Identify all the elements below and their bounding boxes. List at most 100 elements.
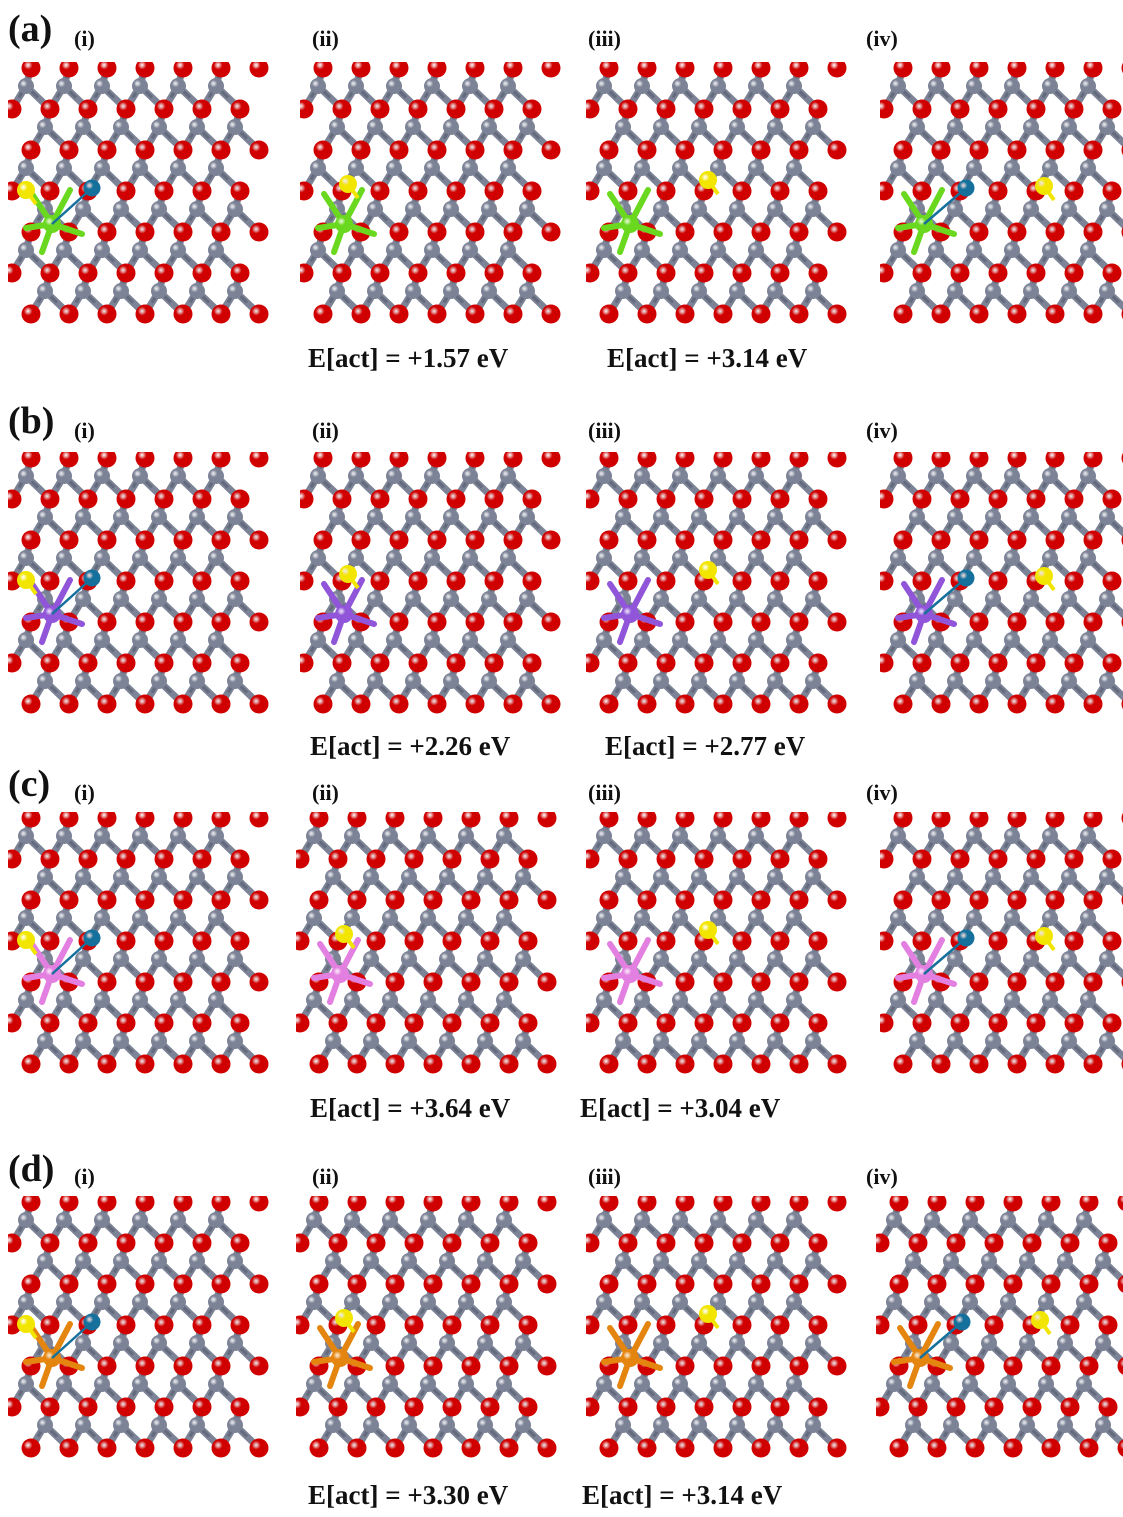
oxygen-atom [675,1054,695,1074]
oxygen-atom [656,1397,676,1417]
metal-atom [310,632,326,648]
migrating-atom [17,571,35,589]
metal-atom [329,283,345,299]
metal-atom [615,509,631,525]
metal-atom [672,78,688,94]
oxygen-atom [880,849,894,869]
metal-atom [424,468,440,484]
panel-label-a-i: (i) [74,26,95,51]
oxygen-atom [751,140,771,160]
panel-label-b-iv: (iv) [866,418,898,443]
oxygen-atom [8,653,22,673]
oxygen-atom [1041,1274,1061,1294]
oxygen-atom [789,890,809,910]
metal-atom [596,78,612,94]
oxygen-atom [586,653,600,673]
metal-atom [1023,673,1039,689]
metal-atom [653,1033,669,1049]
metal-atom [515,869,531,885]
oxygen-atom [931,694,951,714]
metal-atom [151,869,167,885]
oxygen-atom [211,1438,231,1458]
oxygen-atom [309,1196,329,1212]
metal-atom [500,632,516,648]
metal-atom [985,1033,1001,1049]
metal-atom [966,992,982,1008]
metal-atom [151,1417,167,1433]
metal-atom [227,119,243,135]
oxygen-atom [385,1054,405,1074]
oxygen-atom [328,1397,348,1417]
metal-atom [653,509,669,525]
oxygen-atom [969,452,989,468]
metal-atom [348,468,364,484]
oxygen-atom [40,1013,60,1033]
oxygen-atom [21,304,41,324]
vacancy-metal-atom [83,569,101,587]
oxygen-atom [1007,694,1027,714]
oxygen-atom [751,890,771,910]
metal-atom [386,242,402,258]
metal-atom [443,119,459,135]
metal-atom [947,509,963,525]
metal-atom [672,632,688,648]
metal-atom [748,828,764,844]
oxygen-atom [656,1233,676,1253]
oxygen-atom [1003,1356,1023,1376]
oxygen-atom [97,304,117,324]
oxygen-atom [40,263,60,283]
oxygen-atom [808,263,828,283]
oxygen-atom [713,972,733,992]
oxygen-atom [522,571,542,591]
metal-atom [151,283,167,299]
metal-atom [170,828,186,844]
metal-atom [75,201,91,217]
metal-atom [653,283,669,299]
metal-atom [405,283,421,299]
oxygen-atom [912,1013,932,1033]
oxygen-atom [893,530,913,550]
metal-atom [443,509,459,525]
metal-atom [1004,550,1020,566]
metal-atom [462,632,478,648]
oxygen-atom [518,1315,538,1335]
metal-atom [56,632,72,648]
oxygen-atom [713,1356,733,1376]
oxygen-atom [950,849,970,869]
oxygen-atom [370,571,390,591]
oxygen-atom [389,222,409,242]
oxygen-atom [1041,1196,1061,1212]
metal-atom [94,910,110,926]
metal-atom [966,78,982,94]
oxygen-atom [211,812,231,828]
oxygen-atom [173,530,193,550]
structure-d-iv [876,1196,1123,1458]
oxygen-atom [656,931,676,951]
oxygen-atom [300,99,314,119]
oxygen-atom [1026,849,1046,869]
vacancy-metal-atom [83,179,101,197]
oxygen-atom [370,181,390,201]
metal-atom [132,992,148,1008]
oxygen-atom [351,694,371,714]
metal-atom [729,869,745,885]
metal-atom [985,509,1001,525]
oxygen-atom [296,849,310,869]
oxygen-atom [1102,1013,1122,1033]
oxygen-atom [694,653,714,673]
metal-atom [729,283,745,299]
oxygen-atom [484,99,504,119]
panel-label-c-i: (i) [74,780,95,805]
metal-atom [672,910,688,926]
lattice-atoms [876,1196,1123,1458]
oxygen-atom [912,99,932,119]
metal-atom [1099,1033,1115,1049]
oxygen-atom [675,1196,695,1212]
metal-atom [170,1376,186,1392]
oxygen-atom [988,571,1008,591]
metal-atom [348,632,364,648]
metal-atom [947,1033,963,1049]
metal-atom [382,910,398,926]
metal-atom [113,951,129,967]
oxygen-atom [313,530,333,550]
